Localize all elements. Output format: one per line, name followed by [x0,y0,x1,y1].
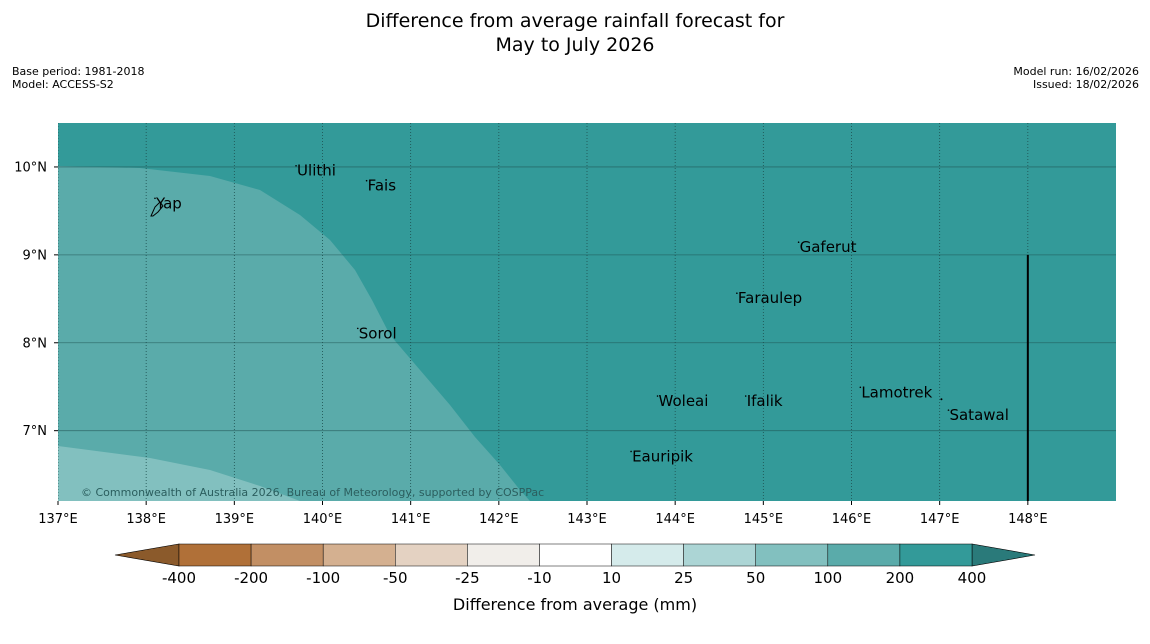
colorbar-swatch [755,543,829,567]
place-labels: Yap Ulithi Fais Gaferut Faraulep Sorol Lamotre… [154,162,1009,465]
yap-island-coastline [150,201,164,217]
place-label: Woleai [659,392,709,410]
place-label: Ifalik [747,392,783,410]
band-100-200 [58,166,530,501]
colorbar-tick-label: 10 [602,569,621,587]
lon-tick-label: 143°E [567,512,607,527]
lon-tick-label: 141°E [391,512,431,527]
band-50-100 [58,446,300,501]
place-label: Sorol [359,324,397,342]
lat-tick-label: 10°N [14,160,47,175]
colorbar-swatch [539,543,612,567]
colorbar-tick-label: 100 [813,569,842,587]
lat-tick-label: 8°N [23,336,48,351]
lon-tick-label: 146°E [832,512,872,527]
place-label: Fais [368,177,397,195]
place-marker [356,327,359,330]
place-label: Satawal [949,406,1008,424]
place-label: Lamotrek [861,383,932,401]
colorbar-swatch [395,543,468,567]
colorbar-label: Difference from average (mm) [453,595,697,614]
colorbar-swatch [611,543,684,567]
lon-tick-label: 140°E [303,512,343,527]
place-marker [295,164,297,167]
colorbar-swatch [827,543,901,567]
place-label: Gaferut [800,238,857,256]
colorbar-tick-label: -50 [383,569,408,587]
colorbar-tick-label: -10 [527,569,552,587]
place-label: Faraulep [738,289,802,307]
base-period: Base period: 1981-2018 [12,65,145,78]
place-marker [154,197,156,200]
colorbar-swatch [322,543,396,567]
model-name: Model: ACCESS-S2 [12,78,114,91]
place-marker [365,179,368,182]
colorbar-tick-label: 400 [958,569,987,587]
lat-tick-label: 9°N [23,248,48,263]
colorbar-swatch [683,543,756,567]
place-marker [630,450,632,453]
place-marker [656,395,659,397]
place-marker [940,398,943,401]
meta-right: Model run: 16/02/2026 Issued: 18/02/2026 [1013,65,1139,91]
issued-date: Issued: 18/02/2026 [1032,78,1139,91]
colorbar-tick-label: 50 [746,569,765,587]
colorbar-tick-label: -100 [306,569,340,587]
place-marker [736,292,738,295]
place-label: Eauripik [632,447,693,465]
lon-tick-label: 142°E [479,512,519,527]
place-marker [947,409,950,411]
title-line-2: May to July 2026 [495,34,655,56]
lat-tick-label: 7°N [23,424,48,439]
colorbar-tick-label: -25 [455,569,480,587]
colorbar-tick-label: -200 [234,569,268,587]
lon-tick-label: 145°E [744,512,784,527]
lon-tick-label: 147°E [920,512,960,527]
latitude-axis: 10°N 9°N 8°N 7°N [14,160,58,439]
place-marker [797,241,800,244]
place-label: Yap [155,194,182,212]
colorbar-tick-label: -400 [162,569,196,587]
colorbar: -400 -200 -100 -50 -25 -10 10 25 50 100 200 400 [114,543,1036,587]
place-marker [859,386,862,389]
longitude-axis: 137°E 138°E 139°E 140°E 141°E 142°E 143°E 144°E… [38,501,1048,527]
lon-tick-label: 144°E [655,512,695,527]
copyright-notice: © Commonwealth of Australia 2026, Bureau… [81,486,544,499]
colorbar-swatch [899,543,973,567]
colorbar-extend-low [114,543,180,567]
colorbar-tick-label: 200 [886,569,915,587]
colorbar-extend-high [971,543,1036,567]
colorbar-swatch [250,543,324,567]
map-title: Difference from average rainfall forecas… [0,9,1150,57]
place-label: Ulithi [297,162,336,180]
colorbar-tick-label: 25 [674,569,693,587]
lon-tick-label: 137°E [38,512,78,527]
place-marker [744,395,747,397]
colorbar-swatch [467,543,540,567]
lon-tick-label: 148°E [1008,512,1048,527]
lon-tick-label: 138°E [126,512,166,527]
colorbar-swatch [178,543,252,567]
title-line-1: Difference from average rainfall forecas… [365,10,785,32]
meta-left: Base period: 1981-2018 Model: ACCESS-S2 [12,65,144,91]
lon-tick-label: 139°E [215,512,255,527]
model-run: Model run: 16/02/2026 [1013,65,1139,78]
